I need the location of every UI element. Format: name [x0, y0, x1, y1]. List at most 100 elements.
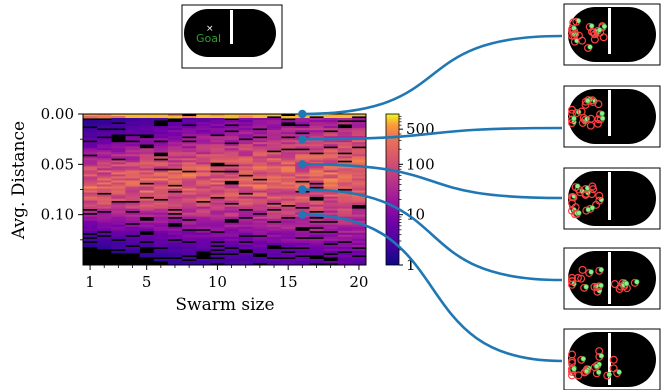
- heatmap-cell: [266, 170, 282, 173]
- heatmap-cell: [238, 256, 254, 260]
- heatmap-cell: [295, 244, 310, 248]
- robot-trail: [577, 274, 586, 283]
- heatmap-cell: [125, 122, 140, 125]
- heatmap-cell: [238, 170, 254, 173]
- heatmap-cell: [266, 190, 282, 193]
- heatmap-cell: [97, 114, 112, 117]
- heatmap-cell: [111, 192, 126, 195]
- heatmap-cell: [139, 178, 155, 181]
- heatmap-cell: [252, 184, 268, 187]
- heatmap-cell: [83, 146, 98, 149]
- heatmap-cell: [281, 242, 296, 246]
- heatmap-cell: [337, 200, 353, 203]
- heatmap-cell: [238, 186, 254, 189]
- heatmap-cell: [83, 244, 98, 248]
- heatmap-cell: [139, 160, 155, 163]
- heatmap-cell: [210, 172, 225, 175]
- heatmap-cell: [125, 220, 140, 224]
- highlight-point: [298, 160, 307, 169]
- heatmap-cell: [97, 222, 112, 226]
- heatmap-cell: [139, 210, 155, 214]
- heatmap-cell: [323, 186, 338, 189]
- heatmap-cell: [153, 172, 169, 175]
- heatmap-cell: [224, 232, 239, 236]
- heatmap-cell: [323, 124, 338, 127]
- heatmap-cell: [167, 178, 183, 181]
- heatmap-cell: [323, 118, 338, 121]
- heatmap-cell: [182, 244, 197, 248]
- robot-trail: [586, 114, 595, 123]
- heatmap-cell: [238, 144, 254, 147]
- heatmap-cell: [337, 196, 353, 199]
- heatmap-cell: [125, 176, 140, 179]
- heatmap-cell: [167, 200, 183, 203]
- robot: [598, 282, 604, 289]
- heatmap-cell: [167, 214, 183, 218]
- heatmap-cell: [125, 232, 140, 236]
- heatmap-cell: [111, 232, 126, 236]
- heatmap-cell: [153, 144, 169, 147]
- heatmap-cell: [153, 248, 169, 252]
- heatmap-cell: [238, 188, 254, 191]
- heatmap-cell: [309, 126, 324, 129]
- heatmap-cell: [323, 210, 338, 214]
- heatmap-cell: [238, 120, 254, 123]
- heatmap-cell: [323, 172, 338, 175]
- heatmap-cell: [210, 184, 225, 187]
- heatmap-cell: [196, 128, 211, 131]
- heatmap-cell: [139, 186, 155, 189]
- heatmap-cell: [337, 178, 353, 181]
- heatmap-cell: [97, 130, 112, 133]
- heatmap-cell: [196, 238, 211, 242]
- heatmap-cell: [266, 216, 282, 220]
- heatmap-cell: [167, 128, 183, 131]
- heatmap-cell: [111, 190, 126, 193]
- heatmap-cell: [125, 194, 140, 197]
- heatmap-cell: [224, 144, 239, 147]
- heatmap-cell: [224, 216, 239, 220]
- heatmap-cell: [97, 158, 112, 161]
- heatmap-cell: [125, 238, 140, 242]
- heatmap-cell: [97, 140, 112, 143]
- heatmap-cell: [238, 160, 254, 163]
- heatmap-cell: [196, 132, 211, 135]
- heatmap-cell: [337, 222, 353, 226]
- heatmap-cell: [238, 194, 254, 197]
- axes: 1 5 10 15 200.000.050.10: [41, 105, 369, 291]
- heatmap-cell: [295, 202, 310, 205]
- heatmap-cell: [125, 202, 140, 205]
- heatmap-cell: [238, 202, 254, 205]
- heatmap-cell: [210, 202, 225, 205]
- heatmap-cell: [210, 212, 225, 216]
- heatmap-cell: [83, 214, 98, 218]
- heatmap-cell: [196, 202, 211, 205]
- heatmap-cell: [351, 162, 366, 165]
- heatmap-cell: [337, 236, 353, 240]
- heatmap-cell: [337, 114, 353, 117]
- heatmap-cell: [281, 244, 296, 248]
- heatmap-cell: [139, 122, 155, 125]
- x-tick-label: 15: [279, 273, 298, 291]
- heatmap-cell: [182, 208, 197, 212]
- heatmap-cell: [111, 116, 126, 119]
- heatmap-cell: [281, 156, 296, 159]
- robot-trail: [571, 29, 580, 38]
- heatmap-cell: [139, 200, 155, 203]
- heatmap-cell: [238, 146, 254, 149]
- heatmap-cell: [281, 232, 296, 236]
- heatmap-cell: [309, 246, 324, 250]
- heatmap-cell: [281, 258, 296, 262]
- heatmap-cell: [139, 140, 155, 143]
- heatmap-cell: [323, 216, 338, 220]
- heatmap-cell: [252, 192, 268, 195]
- heatmap-cell: [196, 114, 211, 117]
- heatmap-cell: [309, 206, 324, 210]
- heatmap-cell: [97, 168, 112, 171]
- heatmap-cell: [238, 258, 254, 262]
- heatmap-cell: [295, 192, 310, 195]
- heatmap-cell: [351, 118, 366, 121]
- heatmap-cell: [182, 122, 197, 125]
- heatmap-cell: [337, 148, 353, 151]
- heatmap-cell: [83, 194, 98, 197]
- heatmap-cell: [111, 144, 126, 147]
